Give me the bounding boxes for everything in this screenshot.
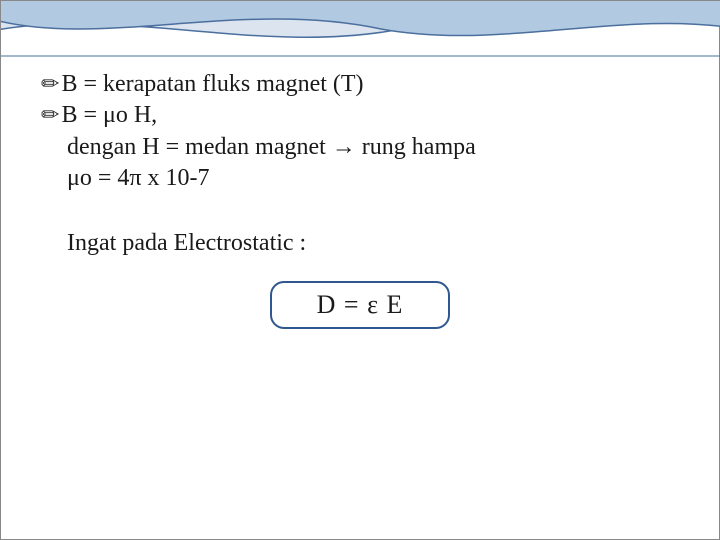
text-line-3: dengan H = medan magnet → rung hampa bbox=[67, 133, 679, 161]
bullet-line-2: ✏ B = μo H, bbox=[41, 102, 679, 129]
text-line-4: μo = 4π x 10-7 bbox=[67, 165, 679, 192]
text-line-1: B = kerapatan fluks magnet (T) bbox=[61, 71, 363, 98]
equation-box: D = ε E bbox=[270, 281, 450, 329]
slide-content: ✏ B = kerapatan fluks magnet (T) ✏ B = μ… bbox=[41, 71, 679, 329]
bullet-icon: ✏ bbox=[41, 71, 59, 97]
wave-back bbox=[1, 1, 720, 37]
header-wave bbox=[1, 1, 720, 81]
bullet-line-1: ✏ B = kerapatan fluks magnet (T) bbox=[41, 71, 679, 98]
text-line-2: B = μo H, bbox=[61, 102, 157, 129]
equation-text: D = ε E bbox=[317, 290, 404, 320]
wave-front bbox=[1, 1, 720, 36]
bullet-icon: ✏ bbox=[41, 102, 59, 128]
text-line-5: Ingat pada Electrostatic : bbox=[67, 230, 679, 257]
arrow-icon: → bbox=[332, 133, 356, 160]
